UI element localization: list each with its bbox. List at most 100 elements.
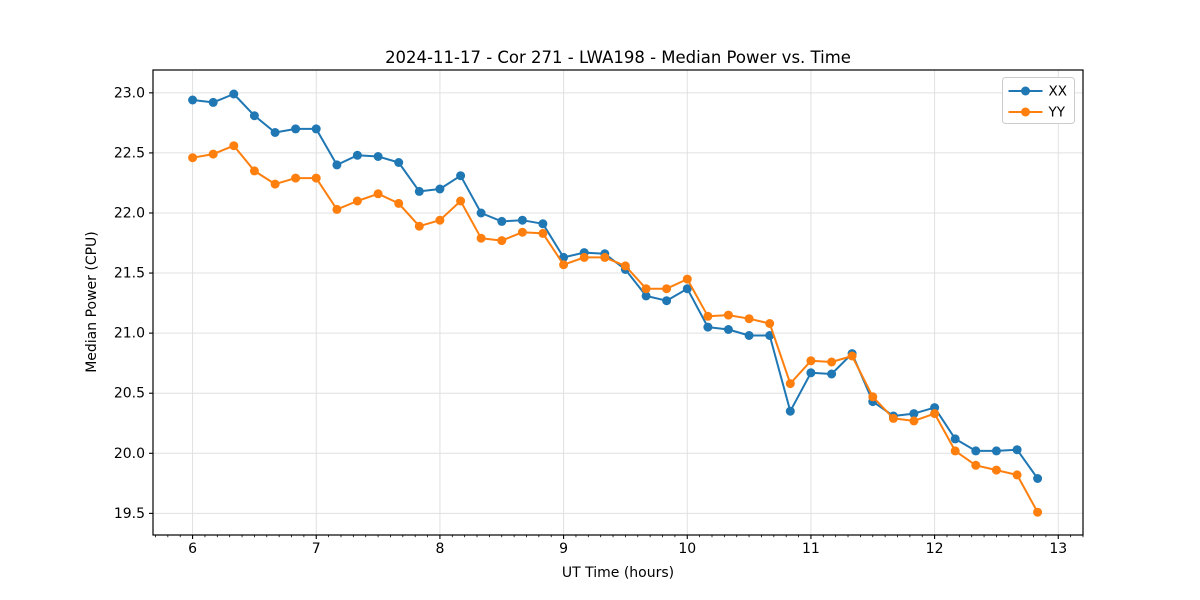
y-tick-label: 23.0	[114, 85, 145, 101]
data-point-xx	[414, 186, 424, 196]
data-point-xx	[332, 160, 342, 170]
data-point-xx	[456, 171, 466, 181]
legend-marker-sample	[1021, 86, 1030, 96]
data-point-yy	[847, 351, 857, 361]
x-axis-label: UT Time (hours)	[562, 565, 674, 581]
data-point-yy	[291, 173, 301, 183]
axis-ticks	[149, 92, 1084, 539]
data-point-xx	[249, 111, 259, 121]
data-point-xx	[394, 158, 404, 167]
data-point-yy	[765, 319, 775, 328]
x-tick-label: 12	[926, 541, 944, 557]
data-point-yy	[538, 228, 548, 238]
axes-spines	[152, 69, 1084, 536]
y-tick-label: 19.5	[114, 506, 145, 522]
data-point-yy	[662, 284, 672, 294]
data-point-xx	[950, 434, 960, 444]
plot-series	[188, 89, 1043, 517]
data-point-yy	[1033, 507, 1043, 517]
data-point-xx	[497, 216, 507, 226]
data-point-xx	[435, 184, 445, 194]
data-point-yy	[579, 252, 589, 262]
data-point-xx	[723, 325, 733, 334]
x-tick-label: 9	[559, 541, 568, 557]
data-point-xx	[352, 150, 362, 160]
data-point-xx	[1012, 445, 1022, 455]
data-point-yy	[703, 311, 713, 321]
data-point-yy	[394, 198, 404, 208]
data-point-xx	[641, 291, 651, 301]
data-point-yy	[435, 215, 445, 225]
data-point-yy	[456, 196, 466, 206]
data-point-yy	[559, 260, 569, 270]
data-point-yy	[517, 227, 527, 237]
data-point-yy	[930, 409, 940, 419]
x-tick-label: 10	[678, 541, 696, 557]
data-point-xx	[765, 331, 775, 340]
grid-lines	[153, 70, 1083, 535]
data-point-yy	[785, 379, 795, 389]
series-yy	[188, 141, 1043, 517]
data-point-xx	[991, 446, 1001, 456]
y-axis-label: Median Power (CPU)	[84, 231, 100, 373]
data-point-yy	[373, 189, 383, 199]
data-point-yy	[332, 204, 342, 214]
chart-title: 2024-11-17 - Cor 271 - LWA198 - Median P…	[385, 48, 851, 67]
data-point-xx	[188, 95, 198, 105]
data-point-yy	[868, 392, 878, 402]
data-point-yy	[620, 261, 630, 271]
data-point-xx	[806, 368, 816, 378]
data-point-yy	[311, 173, 321, 183]
legend: XX YY	[1002, 77, 1075, 124]
x-tick-label: 8	[435, 541, 444, 557]
data-point-yy	[991, 465, 1001, 475]
data-point-yy	[971, 460, 981, 470]
data-point-xx	[311, 124, 321, 134]
data-point-yy	[188, 153, 198, 163]
y-tick-label: 20.5	[114, 386, 145, 402]
data-point-xx	[744, 331, 754, 340]
data-point-yy	[414, 221, 424, 231]
data-point-xx	[538, 219, 548, 229]
y-tick-label: 21.0	[114, 326, 145, 342]
data-point-xx	[785, 406, 795, 416]
y-tick-label: 21.5	[114, 266, 145, 282]
data-point-yy	[682, 274, 692, 284]
y-tick-label: 22.5	[114, 145, 145, 161]
series-line-yy	[191, 144, 1039, 514]
data-point-xx	[373, 152, 383, 161]
data-point-yy	[744, 314, 754, 324]
x-tick-label: 13	[1049, 541, 1067, 557]
data-point-xx	[517, 215, 527, 225]
data-point-xx	[662, 296, 672, 306]
data-point-yy	[806, 356, 816, 366]
y-tick-label: 22.0	[114, 205, 145, 221]
data-point-yy	[229, 141, 239, 151]
data-point-yy	[1012, 470, 1022, 480]
data-point-yy	[888, 413, 898, 423]
legend-entry-xx: XX	[1008, 84, 1068, 100]
data-point-xx	[971, 446, 981, 456]
plot-border	[152, 69, 1084, 536]
data-point-xx	[909, 409, 919, 419]
legend-marker-sample	[1021, 107, 1030, 117]
data-point-yy	[249, 166, 259, 176]
data-point-yy	[909, 416, 919, 426]
data-point-xx	[208, 97, 218, 107]
y-tick-label: 20.0	[114, 446, 145, 462]
data-point-yy	[476, 233, 486, 243]
x-tick-label: 6	[188, 541, 197, 557]
tick-labels: 6 7 8 9 10 11 12 13 19.5 20.0 20.5 21.0 21.5 22.0 22.5…	[114, 85, 1067, 557]
legend-label-xx: XX	[1049, 84, 1068, 100]
data-point-yy	[600, 252, 610, 262]
data-point-yy	[827, 357, 837, 367]
data-point-xx	[682, 284, 692, 294]
legend-entry-yy: YY	[1008, 105, 1066, 121]
data-point-yy	[352, 196, 362, 206]
legend-label-yy: YY	[1048, 105, 1066, 121]
x-tick-label: 11	[802, 541, 820, 557]
data-point-xx	[703, 322, 713, 332]
data-point-yy	[723, 310, 733, 320]
